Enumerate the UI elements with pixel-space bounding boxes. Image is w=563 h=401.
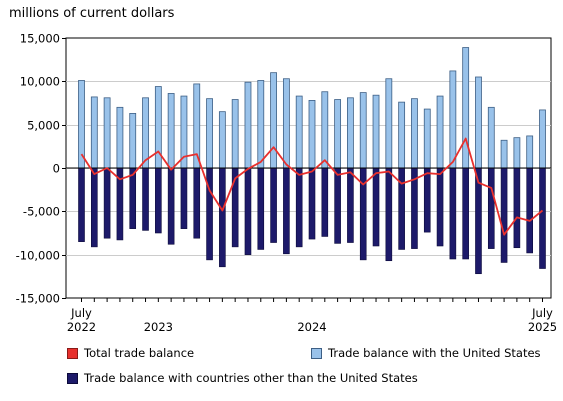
bar-other [513, 167, 521, 249]
bar-other [91, 167, 98, 248]
bar-us [129, 113, 137, 169]
bar-us [244, 81, 252, 169]
y-tick-label: 10,000 [20, 75, 60, 89]
bar-other [308, 167, 316, 240]
bar-other [334, 167, 341, 244]
bar-us [398, 101, 406, 169]
y-tick-label: -10,000 [16, 249, 60, 263]
bar-other [398, 167, 405, 250]
x-tick-label: 2024 [297, 320, 326, 334]
legend-swatch-other [67, 372, 78, 384]
bar-other [244, 167, 252, 255]
bar-us [257, 80, 265, 169]
y-axis-label: millions of current dollars [9, 6, 175, 21]
bar-us [347, 97, 354, 169]
x-tick-label: 2025 [528, 320, 557, 334]
bar-other [142, 167, 149, 231]
bar-other [295, 167, 303, 248]
bar-other [193, 167, 201, 239]
bar-us [526, 135, 534, 169]
bar-other [180, 167, 188, 229]
bar-us [423, 108, 431, 169]
bar-us [462, 47, 470, 169]
bar-us [103, 97, 111, 169]
bar-other [449, 167, 457, 260]
bar-us [449, 70, 457, 169]
bar-us [167, 93, 175, 169]
bar-us [385, 78, 393, 169]
y-tick-label: 15,000 [20, 32, 60, 46]
bar-other [487, 167, 495, 249]
bar-other [219, 167, 226, 268]
legend-label-us: Trade balance with the United States [328, 346, 541, 360]
bar-us [487, 106, 495, 169]
x-tick-label: 2022 [67, 320, 96, 334]
bar-other [257, 167, 265, 250]
bar-other [526, 167, 533, 254]
bar-us [436, 95, 444, 169]
bar-us [539, 109, 546, 169]
bar-other [78, 167, 85, 242]
bar-us [475, 76, 482, 169]
bar-other [462, 167, 469, 260]
bar-us [359, 92, 367, 169]
chart-area: 15,000 10,000 5,000 0 -5,000 -10,000 -15,000 Ju… [16, 32, 558, 335]
bar-other [372, 167, 380, 247]
bar-us [411, 98, 418, 169]
bar-us [321, 91, 329, 169]
legend-label-other: Trade balance with countries other than … [84, 371, 418, 385]
y-tick-label: -5,000 [23, 205, 60, 219]
bar-other [103, 167, 111, 239]
bar-other [539, 167, 546, 269]
legend-label-total: Total trade balance [84, 346, 195, 360]
bar-us [142, 97, 149, 169]
bar-us [513, 137, 521, 169]
bar-us [295, 95, 303, 169]
legend-item-total: Total trade balance [67, 346, 194, 360]
bar-us [500, 139, 508, 169]
bar-other [436, 167, 444, 247]
bar-us [90, 96, 98, 169]
bar-other [385, 167, 393, 262]
bar-other [500, 167, 508, 263]
bar-other [155, 167, 162, 234]
bar-other [321, 167, 329, 237]
bar-us [116, 106, 124, 169]
bar-us [282, 78, 290, 169]
bar-other [423, 167, 431, 233]
bar-us [372, 94, 380, 169]
bar-other [129, 167, 137, 229]
y-tick-label: 5,000 [27, 119, 60, 133]
legend-item-other: Trade balance with countries other than … [67, 371, 418, 385]
bar-us [206, 98, 213, 169]
y-tick-label: -15,000 [16, 292, 60, 306]
x-tick-label: 2023 [144, 320, 173, 334]
line-total [80, 137, 544, 236]
bar-us [218, 111, 226, 169]
bar-us [334, 99, 342, 169]
x-tick-label: July [531, 306, 553, 320]
y-tick-label: 0 [53, 162, 60, 176]
bar-us [308, 100, 316, 169]
legend-swatch-total [67, 347, 78, 359]
bar-other [167, 167, 175, 245]
legend-swatch-us [311, 347, 322, 359]
bar-other [347, 167, 354, 243]
bar-other [283, 167, 290, 255]
bar-us [270, 72, 277, 169]
bar-us [231, 99, 239, 169]
legend-item-us: Trade balance with the United States [311, 346, 541, 360]
bar-other [270, 167, 277, 243]
x-tick-label: July [70, 306, 92, 320]
